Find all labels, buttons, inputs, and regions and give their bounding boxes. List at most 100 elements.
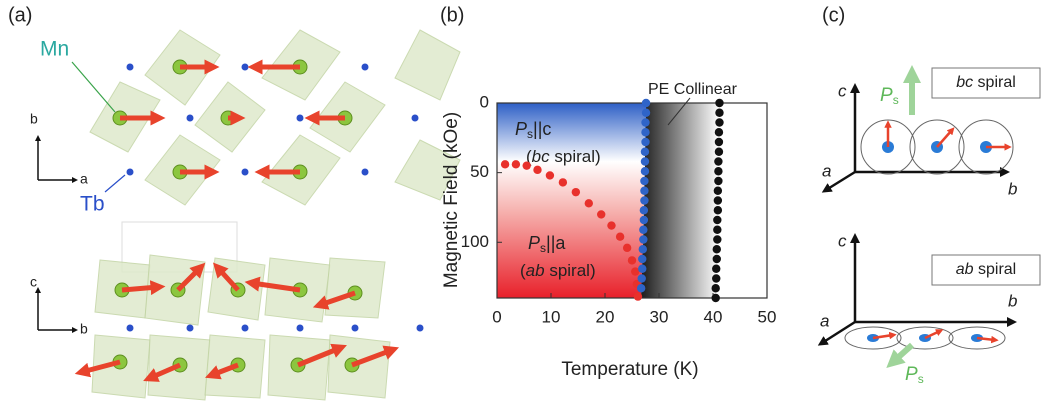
- data-point: [640, 176, 649, 186]
- data-point: [638, 245, 647, 254]
- data-point: [713, 196, 723, 205]
- data-point: [571, 187, 581, 197]
- data-point: [511, 160, 521, 169]
- axis-label: a: [80, 171, 88, 187]
- data-point: [640, 186, 649, 195]
- data-point: [715, 118, 724, 127]
- panel-a: (a): [8, 4, 461, 401]
- x-axis-title: Temperature (K): [561, 359, 698, 380]
- data-point: [597, 210, 606, 219]
- data-point: [607, 221, 616, 230]
- mn-label: Mn: [40, 38, 69, 61]
- data-point: [522, 161, 531, 170]
- phase-label: Ps||a: [528, 233, 566, 255]
- data-point: [641, 137, 650, 147]
- rest: spiral): [550, 147, 601, 166]
- phase-label: (bc spiral): [526, 147, 601, 166]
- collinear-region: [641, 103, 720, 298]
- spin-circle: [844, 326, 902, 350]
- spin-circle: [958, 119, 1014, 175]
- data-point: [640, 157, 650, 166]
- data-point: [558, 178, 568, 187]
- spin-circle: [909, 119, 965, 175]
- data-point: [713, 186, 723, 195]
- data-point: [638, 264, 647, 273]
- data-point: [627, 256, 637, 265]
- axis-label: c: [838, 81, 847, 100]
- spin: [872, 331, 897, 340]
- octahedra-lower: [91, 254, 391, 401]
- data-point: [714, 147, 724, 156]
- axis: [821, 170, 856, 193]
- tb-atoms-upper: [126, 63, 419, 176]
- axis-label: b: [1008, 179, 1017, 198]
- data-point: [636, 284, 646, 293]
- box-label: ab spiral: [956, 261, 1016, 278]
- italic: bc: [956, 74, 973, 91]
- axes-upper: b a: [30, 111, 88, 187]
- phase-regions: [497, 103, 720, 298]
- data-point: [533, 165, 542, 175]
- data-point: [713, 215, 722, 225]
- data-point: [711, 284, 720, 293]
- data-point: [714, 137, 724, 147]
- subscript: s: [540, 241, 546, 255]
- data-point: [715, 98, 724, 108]
- data-point: [639, 225, 648, 234]
- plot-frame: [496, 102, 768, 299]
- x-tick-label: 20: [596, 307, 615, 326]
- panel-label: (c): [822, 4, 845, 26]
- data-point: [714, 128, 724, 137]
- rest: spiral: [973, 74, 1016, 91]
- italic: bc: [532, 147, 550, 166]
- y-tick-label: 100: [461, 232, 489, 251]
- axis-label: a: [822, 161, 831, 180]
- axis-label: c: [838, 231, 847, 250]
- data-point: [631, 267, 640, 276]
- data-point: [633, 292, 643, 301]
- symbol: P: [515, 119, 527, 139]
- subscript: s: [918, 372, 924, 386]
- spin-circle: [860, 119, 916, 175]
- y-tick-label: 0: [480, 92, 489, 111]
- data-point: [638, 254, 647, 264]
- data-point: [637, 274, 646, 283]
- phase-label: Ps||c: [515, 119, 551, 141]
- relation: ||c: [533, 119, 551, 139]
- panel-label: (b): [440, 4, 464, 26]
- data-point: [622, 243, 632, 253]
- y-axis-title: Magnetic Field (kOe): [441, 112, 462, 288]
- italic: ab: [956, 261, 974, 278]
- axis: [817, 320, 856, 346]
- data-point: [712, 245, 721, 254]
- spin-arrows-lower: [74, 262, 400, 382]
- y-tick-label: 50: [470, 162, 489, 181]
- data-point: [713, 206, 723, 215]
- box-label: bc spiral: [956, 74, 1016, 91]
- data-point: [712, 264, 721, 273]
- data-point: [584, 199, 593, 208]
- symbol: P: [880, 85, 893, 106]
- data-point: [641, 118, 650, 127]
- data-point: [712, 254, 721, 264]
- phase-label: (ab spiral): [520, 261, 596, 280]
- data-point: [712, 274, 721, 283]
- data-point: [639, 235, 648, 244]
- data-point: [641, 98, 651, 108]
- annotation-leader: [667, 97, 691, 126]
- polarization-arrow: [886, 342, 915, 369]
- panel-label: (a): [8, 4, 32, 26]
- relation: ||a: [546, 233, 566, 253]
- spin: [976, 335, 999, 344]
- subscript: s: [527, 127, 533, 141]
- data-point: [640, 147, 650, 156]
- panel-c: (c) c a b Ps bc spiral c a b: [817, 4, 1041, 386]
- tb-atoms-lower: [126, 324, 424, 332]
- data-point: [615, 232, 625, 241]
- data-point: [713, 225, 722, 234]
- x-tick-label: 10: [542, 307, 561, 326]
- x-tick-label: 30: [650, 307, 669, 326]
- axis-label: b: [30, 111, 38, 127]
- italic: ab: [526, 261, 545, 280]
- paren: (: [526, 147, 532, 166]
